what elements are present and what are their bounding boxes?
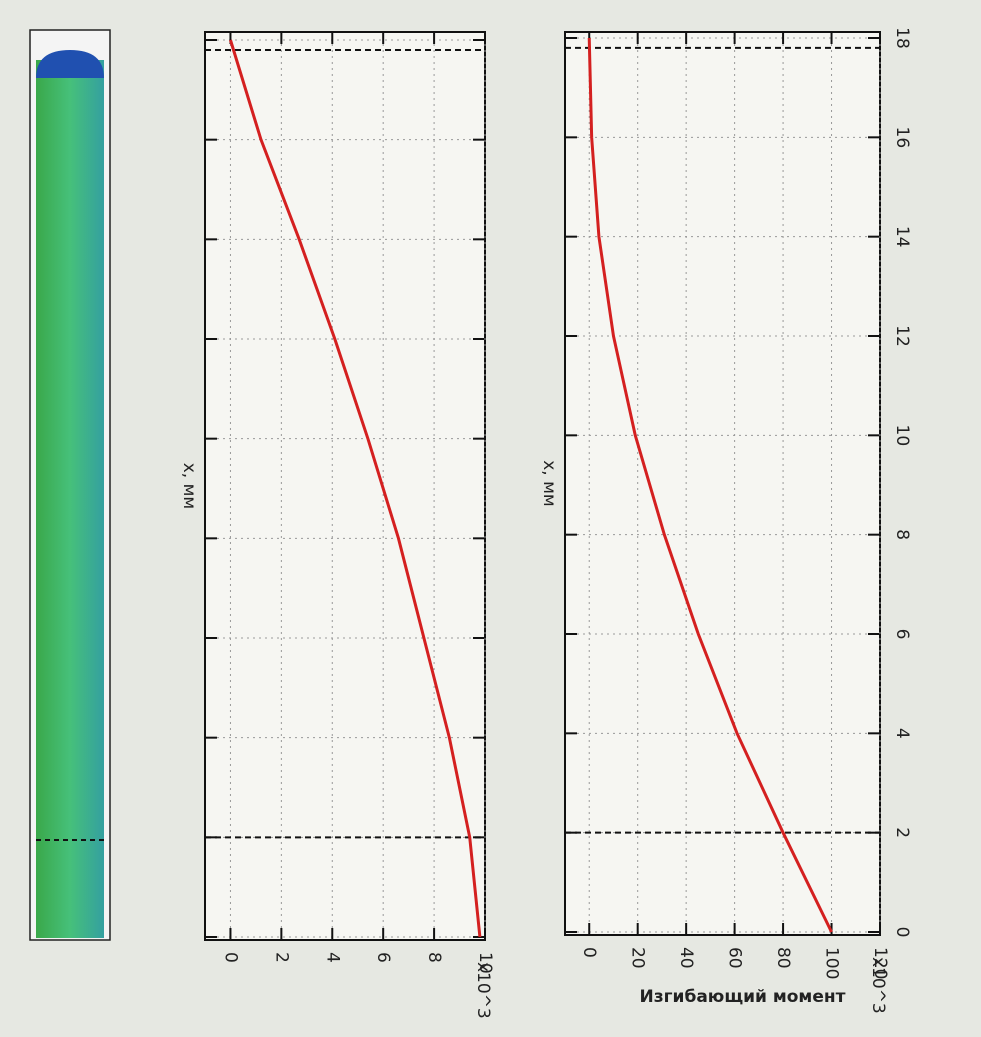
y-tick-label: 6 [373, 952, 393, 963]
y-tick-label: 120 [870, 947, 890, 979]
x-tick-label: 0 [892, 927, 912, 938]
x-tick-label: 8 [892, 529, 912, 540]
y-tick-label: 80 [773, 947, 793, 969]
data-line [587, 37, 833, 933]
plot-area [204, 31, 486, 941]
x-tick-label: 2 [892, 827, 912, 838]
y-tick-label: 100 [822, 947, 842, 979]
y-tick-label: 60 [725, 947, 745, 969]
y-tick-label: 40 [676, 947, 696, 969]
y-tick-label: 8 [424, 952, 444, 963]
x-tick-label: 4 [892, 728, 912, 739]
y-tick-label: 2 [271, 952, 291, 963]
x-tick-label: 18 [892, 27, 912, 49]
y-tick-label: 10 [475, 952, 495, 974]
y-axis-label: Изгибающий момент [640, 987, 846, 1007]
x-tick-label: 10 [892, 425, 912, 447]
y-multiplier: x10^3 [473, 962, 493, 1019]
y-tick-label: 0 [220, 952, 240, 963]
beam-cap [36, 50, 104, 78]
data-line [229, 39, 482, 938]
x-tick-label: 6 [892, 629, 912, 640]
beam-body [36, 60, 104, 938]
x-tick-label: 12 [892, 325, 912, 347]
x-tick-label: 14 [892, 226, 912, 248]
plot-area [564, 31, 881, 936]
y-tick-label: 0 [579, 947, 599, 958]
y-multiplier: x10^3 [868, 957, 888, 1014]
x-axis-label: x, мм [179, 463, 199, 510]
y-tick-label: 20 [628, 947, 648, 969]
x-axis-label: x, мм [539, 460, 559, 507]
beam [29, 29, 111, 941]
y-tick-label: 4 [322, 952, 342, 963]
x-tick-label: 16 [892, 127, 912, 149]
